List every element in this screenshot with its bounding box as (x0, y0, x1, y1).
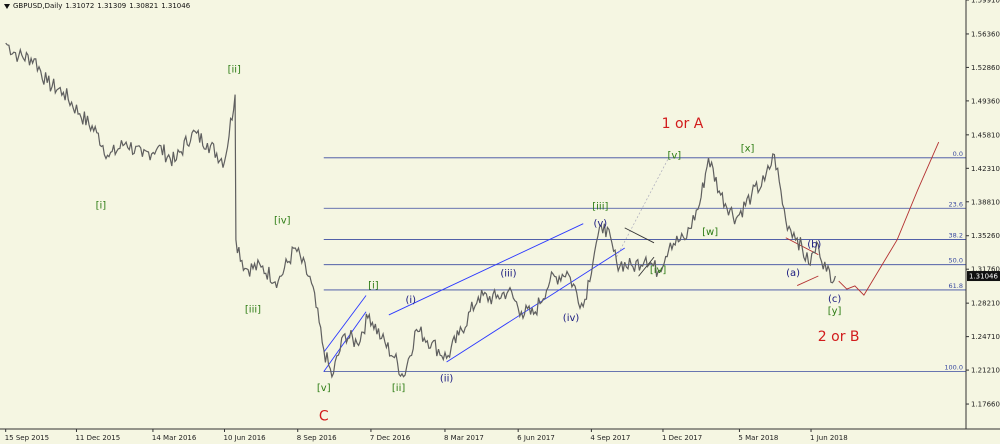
channel-line (388, 223, 584, 316)
wave-label: 2 or B (818, 329, 860, 345)
wave-label: [i] (96, 200, 107, 211)
y-tick-label: 1.21210 (971, 367, 1000, 375)
price-line (5, 42, 836, 379)
wave-label: (c) (828, 294, 841, 305)
wave-label: (v) (593, 218, 607, 229)
chevron-down-icon[interactable] (4, 3, 10, 9)
open-value: 1.31072 (65, 2, 95, 10)
channel-line (323, 311, 367, 372)
wave-label: [x] (741, 144, 755, 155)
channel-line (638, 256, 655, 277)
wave-label: (ii) (440, 373, 453, 384)
x-tick-label: 15 Sep 2015 (5, 434, 49, 442)
last-price-label: 1.31046 (969, 273, 998, 281)
fib-level-label: 61.8 (949, 282, 963, 290)
y-tick-label: 1.59910 (971, 0, 1000, 5)
fib-level-label: 38.2 (949, 232, 963, 240)
wave-label: C (319, 409, 329, 425)
x-tick-label: 11 Dec 2015 (75, 434, 120, 442)
y-tick-label: 1.17660 (971, 401, 1000, 409)
wave-label: 1 or A (662, 116, 704, 132)
last-price-box (967, 271, 1000, 282)
wave-label: [v] (317, 383, 331, 394)
x-tick-label: 14 Mar 2016 (152, 434, 197, 442)
wave-label: [iv] (274, 216, 291, 227)
x-tick-label: 4 Sep 2017 (590, 434, 630, 442)
symbol-header[interactable]: GBPUSD,Daily 1.31072 1.31309 1.30821 1.31046 (4, 2, 193, 10)
wave-label: [iii] (245, 304, 261, 315)
y-tick-label: 1.24710 (971, 333, 1000, 341)
trend-channels (323, 157, 819, 372)
wave-label: (iv) (563, 313, 580, 324)
x-tick-label: 5 Mar 2018 (738, 434, 778, 442)
wave-label: [w] (702, 227, 718, 238)
wave-label: [ii] (392, 383, 405, 394)
y-tick-label: 1.45810 (971, 131, 1000, 139)
y-tick-label: 1.35260 (971, 232, 1000, 240)
channel-line (624, 227, 655, 244)
x-tick-label: 7 Dec 2016 (370, 434, 411, 442)
x-tick-label: 6 Jun 2017 (517, 434, 555, 442)
fib-level-label: 50.0 (949, 257, 963, 265)
fib-level-label: 100.0 (944, 364, 963, 372)
y-tick-label: 1.49360 (971, 97, 1000, 105)
wave-label: (a) (786, 268, 800, 279)
y-tick-label: 1.31760 (971, 266, 1000, 274)
y-tick-label: 1.38810 (971, 198, 1000, 206)
y-tick-label: 1.52860 (971, 64, 1000, 72)
fib-level-label: 23.6 (949, 200, 963, 208)
y-tick-label: 1.56360 (971, 30, 1000, 38)
high-value: 1.31309 (97, 2, 127, 10)
wave-label: (i) (405, 295, 416, 306)
x-tick-label: 10 Jun 2016 (224, 434, 267, 442)
x-tick-label: 1 Jun 2018 (810, 434, 848, 442)
projection-path (838, 141, 940, 296)
x-tick-label: 1 Dec 2017 (662, 434, 702, 442)
wave-label: (b) (807, 240, 821, 251)
y-tick-label: 1.42310 (971, 165, 1000, 173)
projection-line (838, 141, 940, 296)
wave-labels: [ii] [i] [iii] [iv] [v] C [i] [ii] (i) (ii) (iii) (… (96, 64, 860, 424)
low-value: 1.30821 (129, 2, 159, 10)
channel-line (446, 247, 625, 363)
x-tick-label: 8 Sep 2016 (297, 434, 337, 442)
wave-label: [iv] (650, 265, 667, 276)
fib-level-label: 0.0 (953, 150, 963, 158)
channel-line (616, 157, 669, 258)
close-value: 1.31046 (161, 2, 191, 10)
wave-label: [y] (828, 306, 842, 317)
x-tick-label: 8 Mar 2017 (444, 434, 484, 442)
wave-label: [ii] (228, 64, 241, 75)
wave-label: [v] (667, 150, 681, 161)
y-tick-label: 1.28210 (971, 300, 1000, 308)
wave-label: (iii) (500, 268, 516, 279)
channel-line (797, 275, 819, 286)
wave-label: [iii] (592, 201, 608, 212)
price-series (5, 42, 836, 379)
symbol-name: GBPUSD,Daily (13, 2, 63, 10)
wave-label: [i] (368, 281, 379, 292)
channel-line (323, 295, 367, 353)
